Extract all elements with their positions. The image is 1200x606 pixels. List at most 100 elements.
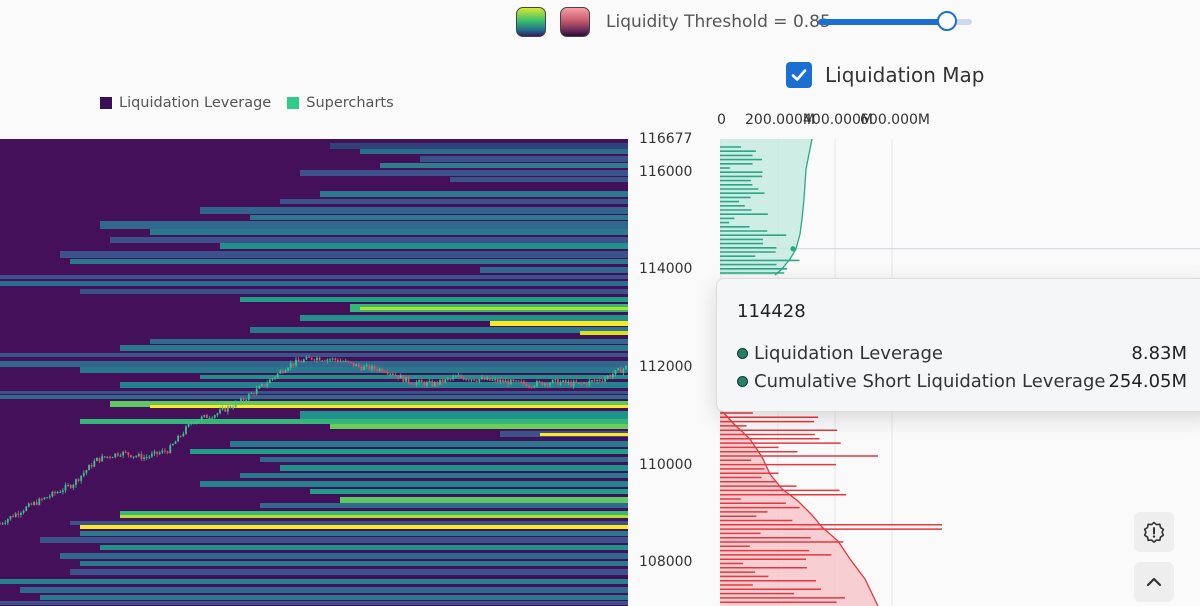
price-candle [368, 365, 371, 370]
price-candle [245, 399, 248, 401]
liquidation-band [240, 297, 628, 302]
price-candle [164, 450, 166, 452]
price-candle [536, 381, 538, 387]
price-candle [481, 377, 483, 380]
price-candle [439, 379, 441, 385]
price-candle [549, 383, 551, 386]
liquidation-band [0, 275, 628, 279]
price-candle [357, 364, 360, 367]
legend-item-liquidation-leverage[interactable]: Liquidation Leverage [100, 95, 271, 111]
price-candle [253, 393, 255, 395]
liquidation-band [380, 163, 628, 168]
price-candle [226, 406, 229, 412]
liquidation-band [60, 251, 628, 258]
legend-item-supercharts[interactable]: Supercharts [287, 95, 394, 111]
liquidation-band [0, 579, 628, 584]
hover-point [790, 246, 796, 252]
price-candle [302, 359, 305, 363]
price-candle [27, 503, 30, 507]
tooltip-series-name: Liquidation Leverage [754, 343, 943, 364]
liquidation-band [200, 375, 628, 379]
liquidation-band [120, 515, 628, 518]
liquidation-band [360, 307, 628, 310]
price-candle [371, 365, 373, 370]
price-candle [185, 426, 187, 434]
price-candle [525, 383, 528, 387]
price-candle [342, 361, 345, 363]
price-candle [596, 380, 599, 382]
price-candle [347, 360, 350, 363]
price-candle [122, 451, 125, 456]
red-palette-swatch[interactable] [560, 7, 590, 37]
price-candle [22, 510, 25, 513]
price-candle [98, 457, 101, 462]
price-candle [300, 361, 303, 363]
price-candle [292, 363, 295, 366]
legend-label: Supercharts [306, 95, 394, 111]
price-candle [166, 451, 169, 454]
liquidation-band [0, 281, 628, 286]
liquidation-band [60, 553, 628, 559]
price-candle [397, 375, 400, 379]
price-candle [171, 443, 174, 446]
price-candle [250, 393, 253, 395]
price-candle [198, 419, 200, 422]
price-candle [444, 379, 447, 383]
price-candle [187, 423, 190, 427]
price-candle [373, 365, 376, 370]
price-candle [577, 382, 580, 384]
tooltip-series-name: Cumulative Short Liquidation Leverage [754, 371, 1106, 392]
price-candle [137, 453, 140, 457]
price-tick: 108000 [639, 554, 693, 570]
liquidation-band [80, 419, 628, 424]
liquidation-band [200, 481, 628, 487]
price-candle [559, 382, 562, 385]
price-candle [255, 388, 258, 395]
price-candle [206, 415, 208, 419]
slider-thumb[interactable] [937, 11, 958, 31]
tooltip-row: Cumulative Short Liquidation Leverage 25… [737, 371, 1187, 392]
price-candle [522, 381, 525, 384]
scroll-top-button[interactable] [1134, 562, 1174, 602]
price-candle [572, 381, 575, 386]
profile-tick: 600.000M [860, 112, 930, 128]
price-candle [556, 379, 559, 385]
checkbox-checked-icon[interactable] [786, 62, 812, 88]
legend-swatch [100, 97, 112, 109]
price-candle [101, 456, 104, 462]
price-candle [106, 456, 109, 458]
liquidation-heatmap[interactable] [0, 139, 628, 606]
price-candle [541, 381, 544, 386]
price-candle [467, 379, 470, 381]
price-candle [402, 375, 405, 382]
threshold-slider[interactable] [818, 11, 972, 32]
price-candle [567, 381, 570, 384]
price-candle [604, 378, 606, 382]
price-tick: 112000 [639, 359, 693, 375]
price-candle [14, 513, 17, 517]
liquidation-profile-chart[interactable] [720, 139, 1200, 606]
price-candle [232, 407, 235, 409]
liquidation-band [150, 229, 628, 235]
alert-button[interactable] [1134, 512, 1174, 552]
price-candle [161, 450, 164, 453]
price-candle [90, 464, 93, 467]
price-candle [182, 433, 185, 437]
price-candle [344, 360, 347, 362]
price-candle [376, 369, 379, 371]
price-candle [224, 407, 227, 412]
price-candle [326, 359, 329, 361]
liquidation-map-toggle[interactable]: Liquidation Map [786, 62, 984, 88]
viridis-palette-swatch[interactable] [516, 7, 546, 37]
liquidation-band [230, 441, 628, 447]
liquidation-band [260, 457, 628, 462]
price-candle [593, 380, 596, 382]
price-candle [551, 379, 554, 384]
price-candle [418, 380, 420, 383]
price-candle [441, 379, 444, 383]
price-candle [515, 380, 517, 382]
price-candle [509, 379, 512, 385]
slider-fill [818, 19, 948, 25]
price-candle [352, 362, 355, 367]
liquidation-band [540, 433, 628, 436]
